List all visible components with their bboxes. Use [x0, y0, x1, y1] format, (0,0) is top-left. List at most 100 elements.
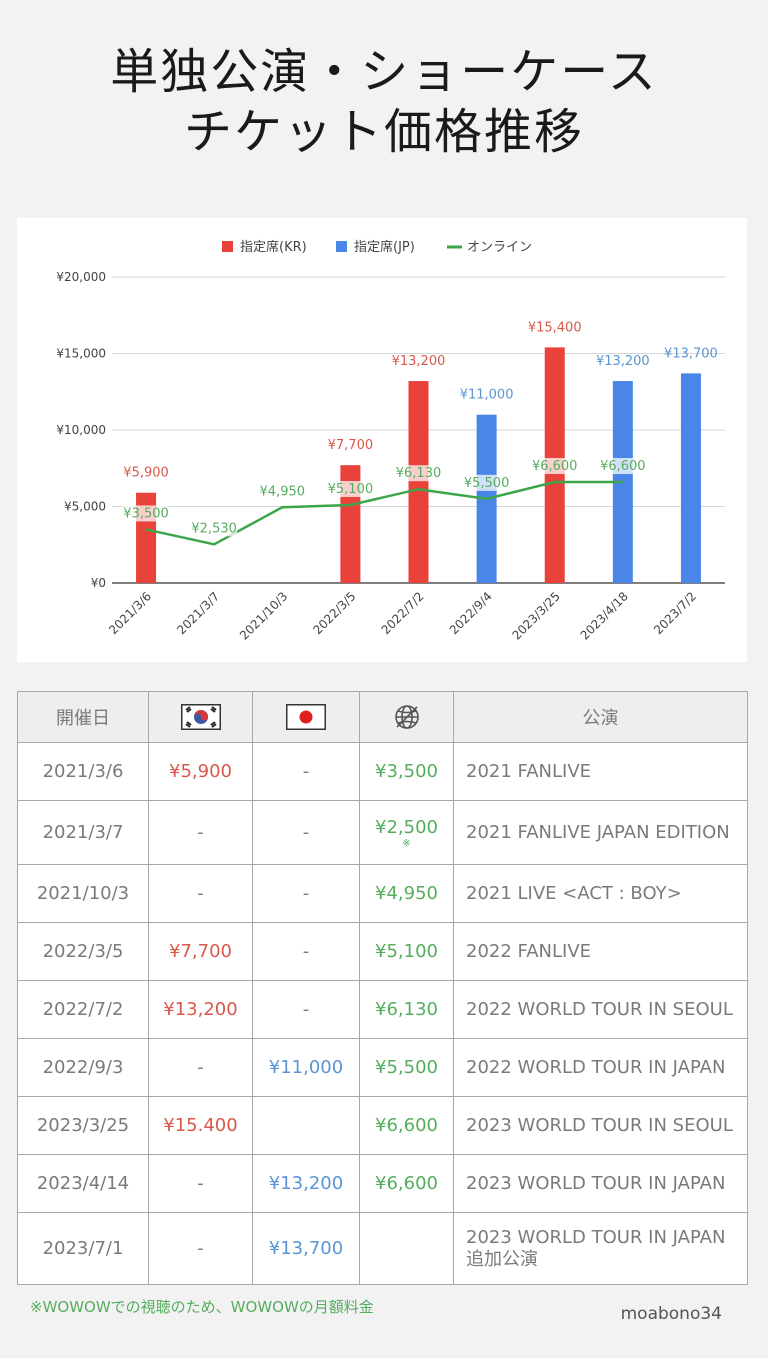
cell-performance-text: 2022 FANLIVE [466, 940, 592, 962]
cell-performance-text: 2021 FANLIVE JAPAN EDITION [466, 821, 730, 843]
cell-online-price-text: ¥4,950 [375, 882, 438, 904]
online-label-bg [191, 520, 238, 537]
bar-data-label: ¥11,000 [460, 388, 514, 403]
cell-jp-price: - [252, 800, 360, 865]
cell-online-price: ¥4,950 [359, 864, 454, 923]
online-note-mark: ※ [402, 837, 411, 849]
cell-performance: 2022 WORLD TOUR IN SEOUL [453, 980, 748, 1039]
x-tick-label: 2022/9/4 [447, 589, 495, 637]
cell-date: 2023/4/14 [17, 1154, 149, 1213]
cell-jp-price: - [252, 922, 360, 981]
cell-kr-price: ¥15.400 [148, 1096, 253, 1155]
cell-online-price: ¥6,600 [359, 1154, 454, 1213]
cell-online-price: ¥6,600 [359, 1096, 454, 1155]
cell-performance-text: 2023 WORLD TOUR IN SEOUL [466, 1114, 733, 1136]
online-series-line [145, 480, 623, 546]
cell-jp-price: - [252, 864, 360, 923]
x-tick-label: 2023/7/2 [651, 589, 699, 637]
cell-date-text: 2022/7/2 [42, 999, 124, 1020]
cell-jp-price-text: - [302, 883, 310, 904]
online-label-bg [599, 458, 646, 475]
bar-data-label: ¥13,200 [392, 354, 446, 369]
header-jp [252, 691, 360, 743]
cell-date: 2022/9/3 [17, 1038, 149, 1097]
table-row: 2021/10/3 - - ¥4,950 2021 LIVE <ACT : BOY> [17, 864, 748, 923]
cell-date: 2021/3/6 [17, 742, 149, 801]
line-data-label: ¥5,100 [328, 482, 374, 497]
cell-jp-price: - [252, 742, 360, 801]
cell-performance-text: 2021 FANLIVE [466, 760, 592, 782]
cell-kr-price-text: - [197, 822, 204, 843]
cell-jp-price [252, 1096, 360, 1155]
cell-date-text: 2021/3/6 [42, 761, 124, 782]
x-tick-label: 2022/3/5 [310, 589, 358, 637]
table-header-row: 開催日 [17, 691, 748, 743]
cell-online-price-text: ¥6,600 [375, 1114, 438, 1136]
cell-jp-price-text: ¥13,200 [268, 1173, 344, 1194]
x-tick-label: 2021/3/6 [106, 589, 154, 637]
cell-kr-price-text: ¥13,200 [163, 999, 238, 1020]
cell-kr-price-text: - [197, 1238, 204, 1259]
header-kr [148, 691, 253, 743]
header-online [359, 691, 454, 743]
cell-kr-price: ¥5,900 [148, 742, 253, 801]
cell-kr-price: - [148, 1212, 253, 1285]
cell-online-price-text: ¥6,600 [375, 1172, 438, 1194]
table-row: 2021/3/7 - - ¥2,500 ※ 2021 FANLIVE JAPAN EDIT… [17, 800, 748, 865]
cell-performance: 2023 WORLD TOUR IN JAPAN [453, 1154, 748, 1213]
cell-date: 2022/3/5 [17, 922, 149, 981]
x-tick-label: 2023/3/25 [509, 589, 562, 642]
cell-jp-price: - [252, 980, 360, 1039]
bar-data-label: ¥13,700 [664, 346, 718, 361]
x-tick-label: 2022/7/2 [379, 589, 427, 637]
cell-kr-price-text: - [197, 883, 204, 904]
cell-online-price [359, 1212, 454, 1285]
y-tick-label: ¥20,000 [56, 270, 106, 284]
cell-kr-price-text: ¥15.400 [163, 1115, 238, 1136]
table-row: 2021/3/6 ¥5,900 - ¥3,500 2021 FANLIVE [17, 742, 748, 801]
cell-performance-text: 2023 WORLD TOUR IN JAPAN [466, 1172, 726, 1194]
online-label-bg [395, 465, 442, 482]
title-line-2: チケット価格推移 [183, 104, 584, 160]
cell-performance-text: 2022 WORLD TOUR IN SEOUL [466, 998, 733, 1020]
cell-jp-price-text: - [302, 999, 310, 1020]
cell-date: 2021/10/3 [17, 864, 149, 923]
cell-online-price: ¥2,500 ※ [359, 800, 454, 865]
bar-data-label: ¥5,900 [123, 466, 169, 481]
footnote: ※WOWOWでの視聴のため、WOWOWの月額料金 [30, 1298, 374, 1316]
cell-date-text: 2023/7/1 [42, 1238, 124, 1259]
cell-kr-price: - [148, 800, 253, 865]
cell-performance: 2022 FANLIVE [453, 922, 748, 981]
globe-icon [394, 705, 419, 729]
y-tick-label: ¥15,000 [56, 347, 106, 361]
cell-date-text: 2023/4/14 [36, 1173, 130, 1194]
bar-kr [408, 381, 429, 583]
cell-kr-price-text: ¥5,900 [169, 761, 232, 782]
korea-flag-icon [180, 704, 221, 730]
cell-date-text: 2021/10/3 [36, 883, 130, 904]
cell-kr-price: ¥7,700 [148, 922, 253, 981]
bar-jp [680, 373, 701, 583]
cell-kr-price-text: - [197, 1057, 204, 1078]
cell-performance: 2023 WORLD TOUR IN SEOUL [453, 1096, 748, 1155]
cell-jp-price: ¥11,000 [252, 1038, 360, 1097]
cell-performance-text: 2023 WORLD TOUR IN JAPAN [466, 1226, 726, 1248]
cell-online-price-text: ¥5,500 [375, 1056, 438, 1078]
bar-data-label: ¥15,400 [528, 320, 582, 335]
legend-swatch-1 [336, 241, 347, 252]
cell-performance: 2021 FANLIVE JAPAN EDITION [453, 800, 748, 865]
cell-date-text: 2023/3/25 [36, 1115, 130, 1136]
cell-jp-price-text: - [302, 941, 310, 962]
online-label-bg [123, 505, 170, 522]
line-data-label: ¥2,530 [191, 521, 237, 536]
cell-performance: 2023 WORLD TOUR IN JAPAN 追加公演 [453, 1212, 748, 1285]
price-chart-panel: ¥0 ¥5,000 ¥10,000 ¥15,000 ¥20,000 2021/3/6 202… [17, 218, 747, 662]
cell-jp-price: ¥13,700 [252, 1212, 360, 1285]
legend-label: 指定席(JP) [354, 239, 415, 255]
cell-kr-price-text: - [197, 1173, 204, 1194]
cell-kr-price-text: ¥7,700 [169, 941, 232, 962]
cell-date-text: 2022/9/3 [42, 1057, 124, 1078]
online-label-bg [259, 483, 306, 500]
y-tick-label: ¥5,000 [64, 500, 106, 514]
cell-online-price: ¥5,500 [359, 1038, 454, 1097]
